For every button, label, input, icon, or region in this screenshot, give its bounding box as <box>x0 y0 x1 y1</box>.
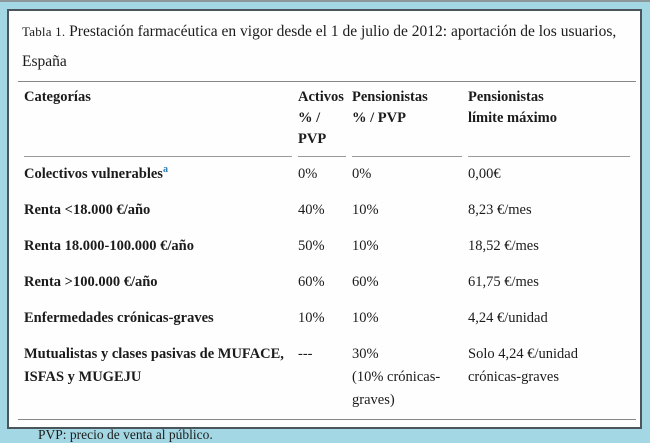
limite-cell: 8,23 €/mes <box>468 202 532 218</box>
category-label: Colectivos vulnerables <box>24 166 163 182</box>
col-header-pensionistas-limite: Pensionistas límite máximo <box>468 82 630 157</box>
limite-cell: Solo 4,24 €/unidad crónicas-graves <box>468 346 578 385</box>
pensionistas-cell: 0% <box>352 166 372 182</box>
table-footnote: PVP: precio de venta al público. <box>38 427 213 442</box>
activos-cell: 0% <box>298 166 318 182</box>
pensionistas-cell: 10% <box>352 238 379 254</box>
activos-cell: 10% <box>298 310 325 326</box>
table-row: Mutualistas y clases pasivas de MUFACE, … <box>24 337 630 419</box>
activos-cell: --- <box>298 346 313 362</box>
data-table: Categorías Activos % / PVP Pensionistas … <box>18 82 636 419</box>
table-row: Colectivos vulnerablesa 0% 0% 0,00€ <box>24 157 630 193</box>
header-row: Categorías Activos % / PVP Pensionistas … <box>24 82 630 157</box>
col-header-pensionistas: Pensionistas % / PVP <box>352 82 462 157</box>
limite-cell: 0,00€ <box>468 166 501 182</box>
table-row: Renta 18.000-100.000 €/año 50% 10% 18,52… <box>24 229 630 265</box>
table-panel: Tabla 1. Prestación farmacéutica en vigo… <box>7 9 642 442</box>
pensionistas-cell: 30% (10% crónicas- graves) <box>352 346 441 408</box>
table-zone: Categorías Activos % / PVP Pensionistas … <box>18 81 636 420</box>
col-header-label: Pensionistas <box>352 89 428 105</box>
footnote-marker: a <box>162 164 168 176</box>
table-top-rule <box>18 81 636 82</box>
pensionistas-cell: 60% <box>352 274 379 290</box>
activos-cell: 60% <box>298 274 325 290</box>
col-header-label: Activos <box>298 89 344 105</box>
limite-cell: 61,75 €/mes <box>468 274 539 290</box>
col-header-sub: % / PVP <box>352 110 406 126</box>
table-row: Renta <18.000 €/año 40% 10% 8,23 €/mes <box>24 193 630 229</box>
category-cell: Renta <18.000 €/año <box>24 202 151 218</box>
col-header-label: Categorías <box>24 89 91 105</box>
category-cell: Colectivos vulnerablesa <box>24 157 292 193</box>
activos-cell: 50% <box>298 238 325 254</box>
category-cell: Renta >100.000 €/año <box>24 274 158 290</box>
table-row: Renta >100.000 €/año 60% 60% 61,75 €/mes <box>24 265 630 301</box>
col-header-activos: Activos % / PVP <box>298 82 346 157</box>
table-title-text: Prestación farmacéutica en vigor desde e… <box>22 23 617 70</box>
table-row: Enfermedades crónicas-graves 10% 10% 4,2… <box>24 301 630 337</box>
table-number-label: Tabla 1. <box>22 24 66 39</box>
col-header-sub: % / PVP <box>298 110 327 147</box>
col-header-label: Pensionistas <box>468 89 544 105</box>
limite-cell: 18,52 €/mes <box>468 238 539 254</box>
table-title: Tabla 1. Prestación farmacéutica en vigo… <box>9 11 634 81</box>
pensionistas-cell: 10% <box>352 202 379 218</box>
limite-cell: 4,24 €/unidad <box>468 310 548 326</box>
table-bottom-rule <box>18 419 636 420</box>
col-header-sub: límite máximo <box>468 110 557 126</box>
pensionistas-cell: 10% <box>352 310 379 326</box>
category-cell: Mutualistas y clases pasivas de MUFACE, … <box>24 346 284 385</box>
figure-top-edge <box>0 0 650 2</box>
col-header-categorias: Categorías <box>24 82 292 157</box>
category-cell: Enfermedades crónicas-graves <box>24 310 214 326</box>
category-cell: Renta 18.000-100.000 €/año <box>24 238 194 254</box>
activos-cell: 40% <box>298 202 325 218</box>
